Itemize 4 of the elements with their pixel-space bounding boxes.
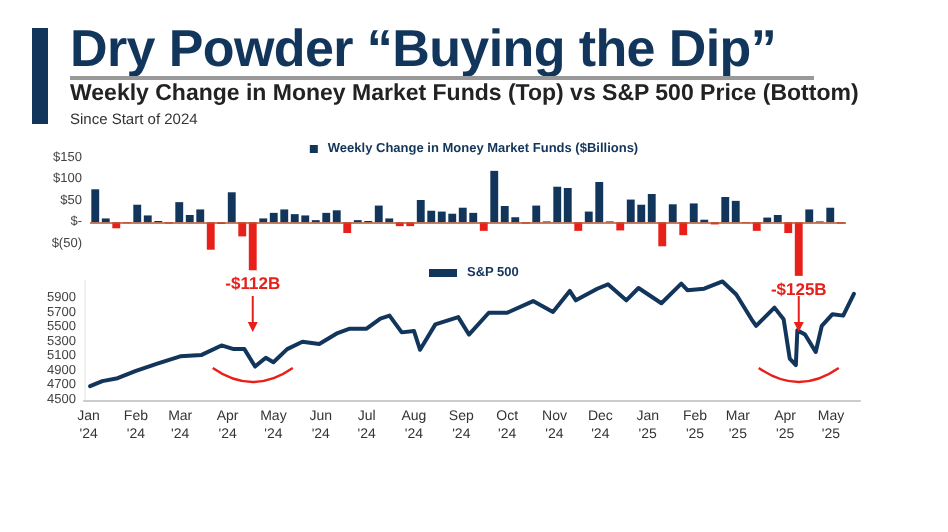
chart-title: Dry Powder “Buying the Dip”	[70, 18, 777, 80]
data-label: -$125B	[770, 278, 827, 299]
data-label: -$112B	[225, 273, 281, 294]
chart-subtitle: Weekly Change in Money Market Funds (Top) vs S&P 500 Price (Bottom)	[70, 82, 859, 106]
